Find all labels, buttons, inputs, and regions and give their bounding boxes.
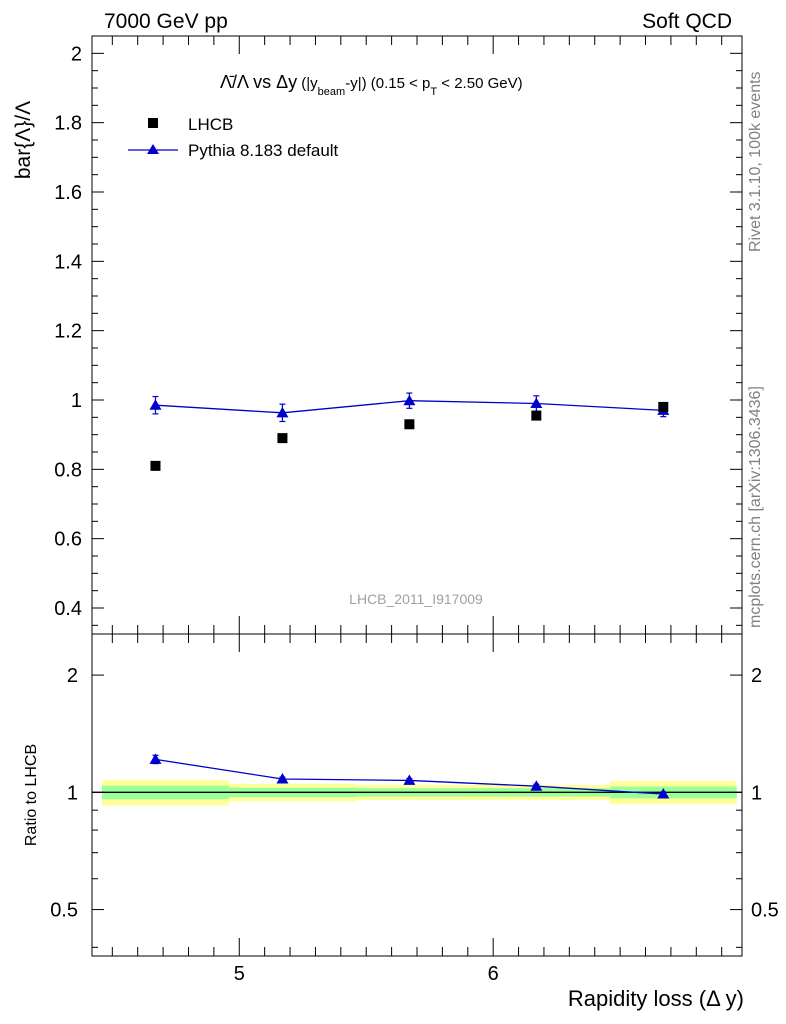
- main-y-tick-label: 1.4: [54, 251, 82, 273]
- lhcb-point: [531, 410, 542, 421]
- x-axis-title: Rapidity loss (Δ y): [568, 986, 744, 1011]
- title-range-close: < 2.50 GeV): [437, 75, 522, 92]
- ratio-data-marks: [149, 753, 670, 799]
- ratio-y-ticks: 0.5 0.5 1 1 2 2: [50, 665, 779, 948]
- legend-label-lhcb: LHCB: [188, 115, 233, 134]
- header-right: Soft QCD: [642, 10, 732, 33]
- pythia-point: [149, 399, 162, 410]
- main-y-tick-label: 0.6: [54, 529, 82, 551]
- pythia-point: [530, 397, 543, 408]
- analysis-watermark: LHCB_2011_I917009: [349, 591, 483, 607]
- main-panel: 0.4 0.6 0.8 1 1.2 1.4 1.6 1.8 2 bar{Λ}/Λ Λ̄/Λ vs…: [12, 35, 743, 635]
- x-tick-label: 6: [488, 963, 499, 985]
- ratio-y-tick-label-left: 1: [67, 782, 78, 804]
- main-y-tick-label: 1.2: [54, 321, 82, 343]
- ratio-point: [403, 774, 416, 785]
- ratio-y-axis-title: Ratio to LHCB: [23, 744, 40, 846]
- ratio-point: [657, 788, 670, 799]
- ratio-y-tick-label-right: 1: [751, 782, 762, 804]
- main-y-tick-label: 0.4: [54, 598, 82, 620]
- main-title: Λ̄/Λ vs Δy (|ybeam-y|) (0.15 < pT < 2.50…: [220, 72, 523, 98]
- title-range-open: (0.15 < p: [367, 75, 431, 92]
- lhcb-point: [404, 419, 415, 430]
- ratio-y-tick-label-right: 0.5: [751, 900, 779, 922]
- x-tick-label: 5: [234, 963, 245, 985]
- ratio-y-tick-label-left: 2: [67, 665, 78, 687]
- title-delta: Δy: [276, 72, 297, 92]
- lhcb-point: [658, 401, 669, 412]
- legend-label-pythia: Pythia 8.183 default: [188, 141, 339, 160]
- legend-triangle-marker: [147, 144, 159, 154]
- title-paren-open: (|y: [297, 75, 318, 92]
- mcplots-label: mcplots.cern.ch [arXiv:1306.3436]: [747, 386, 764, 628]
- ratio-point: [530, 780, 543, 791]
- main-x-ticks: [111, 36, 723, 634]
- main-y-tick-label: 1.8: [54, 113, 82, 135]
- ratio-y-tick-label-right: 2: [751, 665, 762, 687]
- ratio-point: [149, 753, 162, 764]
- pythia-point: [403, 394, 416, 406]
- main-y-tick-label: 2: [71, 43, 82, 65]
- legend-square-marker: [148, 118, 158, 128]
- ratio-point: [276, 773, 289, 784]
- header-left: 7000 GeV pp: [104, 10, 228, 33]
- main-y-tick-label: 0.8: [54, 459, 82, 481]
- main-data-marks: [149, 392, 670, 471]
- main-y-ticks: 0.4 0.6 0.8 1 1.2 1.4 1.6 1.8 2: [54, 43, 742, 626]
- title-pt-sub: T: [430, 86, 437, 98]
- lhcb-point: [150, 460, 161, 471]
- title-frac: Λ̄/Λ: [220, 72, 249, 92]
- main-y-tick-label: 1: [71, 390, 82, 412]
- pythia-point: [276, 406, 289, 418]
- lhcb-point: [277, 433, 288, 444]
- title-vs: vs: [248, 72, 276, 92]
- title-beam-sub: beam: [318, 86, 346, 98]
- title-paren-close: -y|): [345, 75, 366, 92]
- ratio-uncertainty-bands: [92, 780, 742, 806]
- rivet-label: Rivet 3.1.10, 100k events: [747, 71, 764, 252]
- ratio-y-tick-label-left: 0.5: [50, 900, 78, 922]
- main-y-tick-label: 1.6: [54, 182, 82, 204]
- main-y-axis-title: bar{Λ}/Λ: [12, 101, 35, 179]
- legend: LHCB Pythia 8.183 default: [128, 115, 339, 160]
